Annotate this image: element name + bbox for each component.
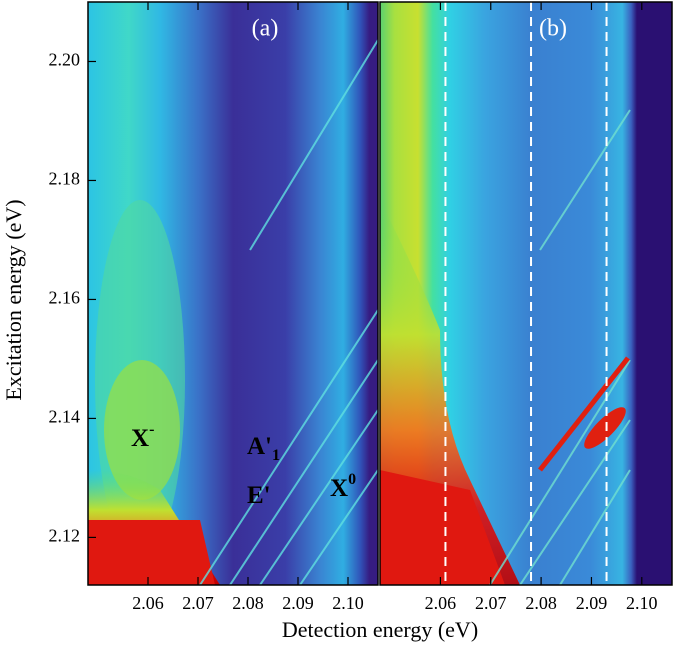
- x-tick-label: 2.09: [282, 593, 314, 613]
- y-tick-label: 2.14: [49, 407, 81, 427]
- annotation: X-: [131, 421, 154, 452]
- panel-frame: [379, 1, 673, 586]
- x-tick-label: 2.10: [332, 593, 364, 613]
- x-tick-label: 2.10: [626, 593, 658, 613]
- y-tick-label: 2.20: [49, 50, 81, 70]
- annotation-sup: -: [149, 421, 154, 438]
- y-tick-label: 2.16: [49, 288, 81, 308]
- x-tick-label: 2.08: [525, 593, 557, 613]
- annotation-text: A': [247, 433, 272, 460]
- annotation-text: X: [330, 475, 348, 502]
- heatmap-b: [380, 2, 672, 585]
- annotation-text: E': [247, 482, 271, 509]
- x-tick-label: 2.07: [475, 593, 507, 613]
- heatmap-a: [88, 2, 378, 585]
- panel-label: (a): [252, 16, 279, 42]
- panel-label: (b): [539, 16, 567, 42]
- annotation-text: X: [131, 425, 149, 452]
- y-tick-label: 2.12: [49, 526, 81, 546]
- annotation: A'1: [247, 433, 280, 464]
- panel-frame: [87, 1, 379, 586]
- annotation-sub: 1: [272, 447, 280, 464]
- x-tick-label: 2.07: [182, 593, 214, 613]
- annotation: E': [247, 482, 271, 509]
- annotation-sup: 0: [348, 471, 356, 488]
- x-tick-label: 2.09: [576, 593, 608, 613]
- y-axis-label: Excitation energy (eV): [1, 199, 26, 400]
- annotation: X0: [330, 471, 356, 502]
- x-tick-label: 2.06: [425, 593, 457, 613]
- x-axis-label: Detection energy (eV): [282, 617, 478, 642]
- y-tick-label: 2.18: [49, 169, 81, 189]
- x-tick-label: 2.06: [132, 593, 164, 613]
- x-tick-label: 2.08: [232, 593, 264, 613]
